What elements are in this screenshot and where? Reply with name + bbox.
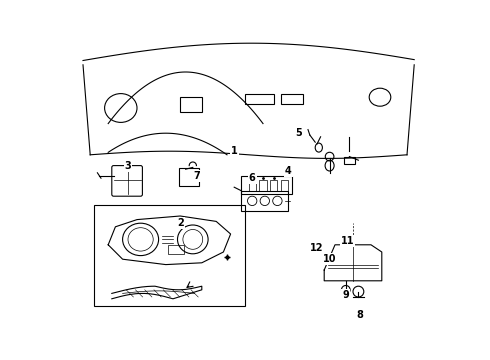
Bar [281,180,288,191]
Text: 8: 8 [357,310,364,320]
Text: 5: 5 [295,128,302,138]
Bar [180,97,202,112]
Bar [248,180,256,191]
Bar [242,176,292,194]
Text: 12: 12 [310,243,324,253]
Text: 11: 11 [341,236,354,246]
Bar [270,180,277,191]
Text: 3: 3 [124,161,131,171]
Bar [344,157,355,164]
Text: 7: 7 [193,171,200,181]
Bar [245,94,274,104]
Bar [168,245,184,254]
Text: 2: 2 [177,218,184,228]
Text: 9: 9 [343,290,349,300]
Bar [281,94,303,104]
Bar [94,205,245,306]
Bar [242,191,288,211]
Text: 6: 6 [249,173,256,183]
Text: 4: 4 [285,166,292,176]
Text: 10: 10 [323,254,336,264]
Bar [259,180,267,191]
Text: 1: 1 [231,146,238,156]
